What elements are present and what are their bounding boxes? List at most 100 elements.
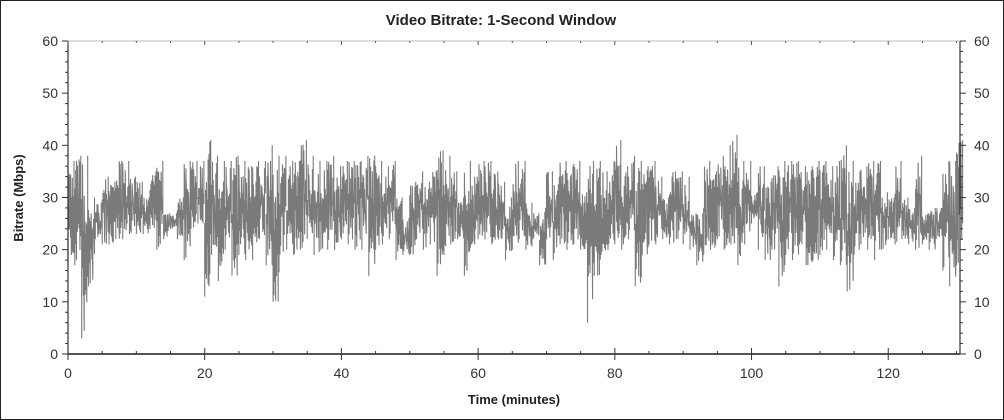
- bitrate-range-minute-91: [689, 213, 697, 250]
- bitrate-range-minute-81: [621, 166, 629, 250]
- bitrate-range-minute-41: [347, 161, 355, 245]
- bitrate-range-minute-31: [279, 155, 287, 255]
- y-tick-label-left: 60: [42, 33, 58, 49]
- bitrate-range-minute-82: [627, 155, 636, 240]
- bitrate-range-minute-71: [552, 176, 560, 261]
- y-tick-label-left: 10: [42, 294, 58, 310]
- bitrate-range-minute-30: [272, 155, 280, 302]
- bitrate-range-minute-53: [429, 171, 437, 245]
- bitrate-range-minute-75: [580, 192, 588, 250]
- y-tick-label-right: 60: [974, 33, 990, 49]
- bitrate-range-minute-73: [566, 166, 574, 250]
- bitrate-range-minute-18: [190, 161, 198, 229]
- bitrate-range-minute-19: [197, 161, 205, 224]
- bitrate-range-minute-51: [416, 171, 424, 240]
- bitrate-range-minute-110: [819, 161, 827, 255]
- y-tick-label-right: 20: [974, 242, 990, 258]
- bitrate-range-minute-39: [334, 166, 342, 250]
- bitrate-range-minute-47: [388, 161, 396, 240]
- bitrate-range-minute-59: [470, 176, 478, 245]
- bitrate-range-minute-107: [798, 166, 806, 245]
- bitrate-range-minute-9: [128, 176, 137, 234]
- plot-area: [67, 134, 964, 339]
- bitrate-range-minute-35: [306, 155, 314, 240]
- bitrate-range-minute-0: [67, 161, 75, 266]
- x-tick-label: 20: [197, 365, 213, 381]
- bitrate-range-minute-120: [887, 197, 895, 240]
- bitrate-range-minute-129: [949, 161, 957, 287]
- bitrate-range-minute-121: [894, 161, 902, 245]
- bitrate-range-minute-95: [716, 155, 724, 240]
- bitrate-range-minute-44: [368, 155, 376, 276]
- bitrate-range-minute-116: [860, 166, 868, 245]
- bitrate-range-minute-90: [682, 176, 690, 245]
- bitrate-range-minute-27: [252, 161, 260, 261]
- bitrate-range-minute-2: [81, 155, 89, 339]
- bitrate-range-minute-74: [573, 161, 581, 245]
- bitrate-range-minute-26: [245, 166, 253, 261]
- bitrate-range-minute-45: [375, 161, 383, 250]
- bitrate-range-minute-55: [443, 155, 451, 255]
- bitrate-range-minute-127: [935, 207, 943, 240]
- bitrate-range-minute-37: [320, 161, 328, 250]
- bitrate-range-minute-3: [87, 197, 96, 287]
- bitrate-range-minute-70: [545, 171, 553, 240]
- bitrate-range-minute-94: [709, 171, 718, 250]
- x-tick-label: 80: [607, 365, 623, 381]
- bitrate-range-minute-79: [607, 161, 615, 250]
- bitrate-range-minute-40: [340, 161, 348, 240]
- bitrate-range-minute-97: [730, 134, 738, 245]
- bitrate-range-minute-84: [641, 166, 649, 255]
- x-tick-label: 40: [334, 365, 350, 381]
- y-axis-label: Bitrate (Mbps): [11, 154, 26, 241]
- bitrate-range-minute-67: [525, 202, 533, 250]
- bitrate-range-minute-128: [942, 161, 950, 271]
- bitrate-range-minute-6: [108, 181, 116, 245]
- bitrate-range-minute-61: [484, 161, 492, 240]
- bitrate-range-minute-38: [327, 155, 335, 250]
- bitrate-range-minute-21: [210, 155, 219, 255]
- bitrate-range-minute-115: [853, 171, 861, 255]
- bitrate-range-minute-46: [381, 166, 389, 245]
- bitrate-range-minute-118: [874, 161, 882, 261]
- bitrate-range-minute-34: [299, 140, 307, 250]
- bitrate-range-minute-68: [532, 213, 540, 240]
- bitrate-range-minute-28: [258, 161, 266, 240]
- bitrate-range-minute-66: [518, 161, 526, 240]
- bitrate-range-minute-10: [135, 181, 143, 234]
- bitrate-range-minute-48: [395, 197, 403, 261]
- x-axis-label: Time (minutes): [468, 392, 560, 407]
- bitrate-range-minute-108: [805, 166, 813, 266]
- bitrate-range-minute-64: [504, 197, 512, 261]
- bitrate-range-minute-98: [737, 161, 745, 266]
- bitrate-range-minute-113: [839, 145, 847, 266]
- bitrate-range-minute-7: [115, 161, 123, 240]
- bitrate-range-minute-15: [169, 213, 178, 229]
- bitrate-range-minute-76: [586, 161, 595, 323]
- bitrate-range-minute-77: [593, 161, 601, 276]
- bitrate-range-minute-33: [293, 161, 301, 255]
- bitrate-range-minute-78: [600, 171, 608, 255]
- bitrate-range-minute-106: [791, 161, 800, 261]
- bitrate-range-minute-102: [764, 181, 772, 261]
- bitrate-range-minute-83: [634, 161, 642, 287]
- x-tick-label: 0: [64, 365, 72, 381]
- bitrate-range-minute-109: [812, 161, 820, 261]
- bitrate-range-minute-69: [539, 207, 547, 266]
- bitrate-range-minute-85: [648, 161, 656, 245]
- y-tick-label-right: 0: [974, 346, 982, 362]
- bitrate-range-minute-43: [361, 155, 369, 250]
- bitrate-range-minute-89: [675, 171, 683, 240]
- bitrate-range-minute-4: [94, 202, 102, 240]
- bitrate-range-minute-8: [122, 161, 130, 240]
- bitrate-range-minute-122: [901, 197, 909, 240]
- bitrate-range-minute-63: [498, 181, 506, 240]
- bitrate-range-minute-93: [703, 161, 711, 255]
- bitrate-range-minute-50: [409, 181, 417, 255]
- bitrate-range-minute-105: [785, 161, 793, 255]
- bitrate-range-minute-126: [928, 207, 936, 250]
- bitrate-range-minute-17: [183, 161, 191, 261]
- bitrate-range-minute-49: [402, 218, 410, 255]
- bitrate-range-minute-111: [826, 166, 834, 250]
